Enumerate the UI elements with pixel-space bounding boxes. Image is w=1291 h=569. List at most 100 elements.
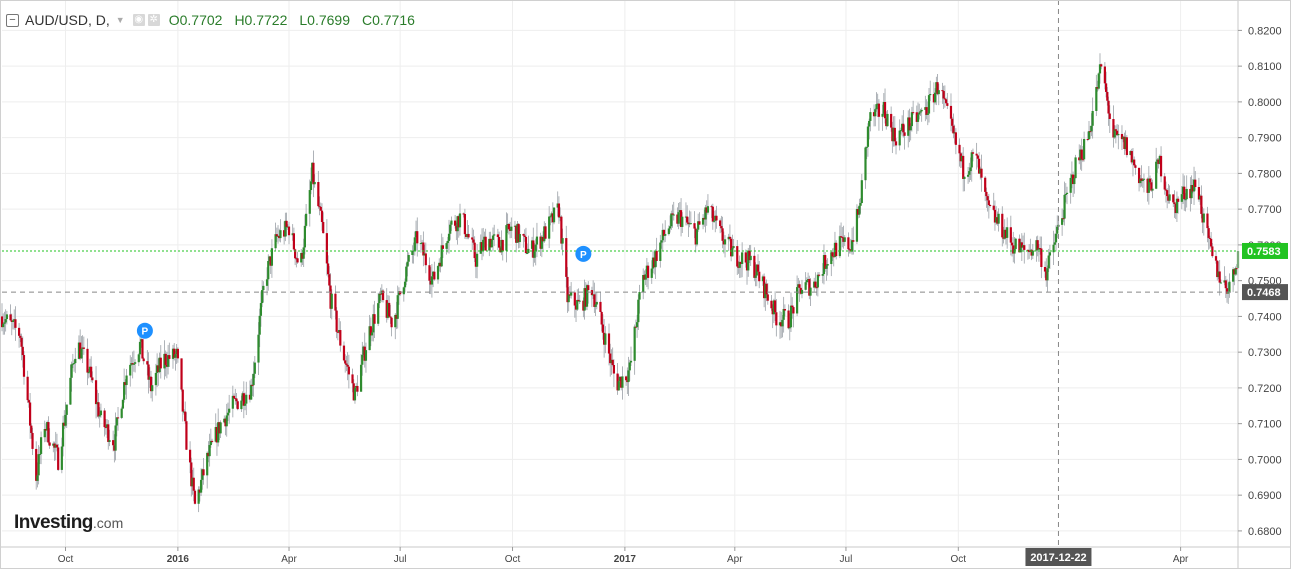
- collapse-icon[interactable]: −: [6, 13, 19, 27]
- candle-up: [241, 393, 244, 401]
- note-markers[interactable]: PP: [136, 245, 592, 339]
- candle-down: [1133, 159, 1136, 166]
- candle-up: [308, 190, 311, 214]
- candle-up: [175, 348, 178, 355]
- candle-up: [11, 320, 15, 322]
- candle-down: [693, 223, 696, 229]
- low-value: L0.7699: [299, 12, 350, 28]
- candle-up: [231, 395, 234, 409]
- candle-up: [876, 103, 879, 105]
- candle-up: [1217, 271, 1220, 278]
- candle-up: [629, 360, 633, 363]
- candle-down: [1197, 187, 1201, 200]
- candle-down: [799, 287, 802, 294]
- candle-up: [87, 372, 90, 374]
- candle-up: [311, 162, 314, 182]
- candle-up: [330, 293, 333, 309]
- candle-down: [1072, 174, 1075, 185]
- candle-down: [584, 288, 587, 307]
- candle-down: [1177, 198, 1180, 202]
- candle-up: [72, 363, 76, 365]
- candle-up: [1181, 186, 1185, 195]
- candle-down: [342, 345, 346, 361]
- note-marker-label: P: [580, 250, 587, 261]
- candle-down: [1159, 155, 1163, 177]
- chevron-down-icon[interactable]: ▼: [115, 15, 125, 25]
- candle-up: [1141, 179, 1144, 182]
- candle-up: [223, 418, 226, 423]
- candle-up: [132, 363, 136, 365]
- candle-up: [114, 425, 117, 451]
- candle-up: [651, 257, 655, 269]
- candle-down: [1004, 229, 1008, 238]
- candle-up: [1053, 242, 1056, 245]
- candle-up: [396, 295, 399, 319]
- candle-up: [423, 253, 426, 256]
- candle-up: [1151, 188, 1154, 191]
- candle-down: [31, 432, 34, 449]
- candle-up: [1014, 238, 1017, 249]
- candle-up: [1035, 240, 1038, 251]
- candle-down: [433, 271, 436, 280]
- candle-down: [467, 233, 470, 238]
- candle-down: [480, 242, 484, 251]
- candle-up: [261, 290, 264, 304]
- candle-down: [894, 141, 898, 146]
- candle-up: [500, 239, 503, 253]
- gear-icon[interactable]: ✲: [147, 14, 160, 26]
- candle-down: [655, 250, 658, 261]
- candle-up: [201, 469, 204, 480]
- candle-down: [346, 364, 349, 367]
- candle-up: [660, 240, 663, 243]
- grid-lines: [2, 0, 1238, 547]
- note-marker[interactable]: P: [575, 245, 592, 262]
- candle-down: [987, 200, 990, 205]
- candle-up: [859, 203, 862, 206]
- candle-up: [403, 281, 407, 288]
- candle-down: [363, 346, 366, 361]
- crosshair-price-badge-bg: [1242, 284, 1288, 301]
- candle-down: [607, 333, 611, 354]
- candle-up: [411, 251, 414, 255]
- candle-down: [181, 389, 184, 412]
- candle-down: [857, 209, 860, 215]
- candle-down: [737, 266, 740, 268]
- candle-down: [389, 316, 392, 318]
- candle-down: [328, 274, 331, 286]
- candle-down: [508, 229, 512, 231]
- y-tick-label: 0.7000: [1248, 454, 1282, 466]
- eye-icon[interactable]: ◉: [132, 14, 145, 26]
- candle-up: [13, 319, 16, 321]
- candle-up: [1232, 269, 1235, 282]
- candle-up: [1054, 233, 1058, 243]
- candle-up: [979, 168, 982, 174]
- candle-down: [1130, 151, 1133, 163]
- candle-up: [813, 281, 816, 288]
- candle-down: [1114, 129, 1117, 131]
- close-value: C0.7716: [361, 12, 415, 28]
- candle-down: [104, 427, 107, 429]
- candle-up: [445, 243, 448, 249]
- note-marker[interactable]: P: [136, 322, 153, 339]
- candle-up: [120, 408, 123, 418]
- candle-up: [432, 271, 435, 277]
- candle-down: [1028, 251, 1031, 253]
- note-marker-circle: [575, 245, 592, 262]
- symbol-label[interactable]: AUD/USD, D,: [25, 12, 110, 28]
- y-tick-label: 0.7800: [1248, 168, 1282, 180]
- candle-down: [1157, 159, 1160, 164]
- y-tick-label: 0.8000: [1248, 97, 1282, 109]
- candle-up: [635, 322, 639, 328]
- candle-down: [1148, 178, 1152, 183]
- candle-down: [1137, 167, 1141, 184]
- candle-up: [1199, 195, 1202, 200]
- candle-down: [47, 422, 50, 443]
- candle-down: [1001, 213, 1004, 238]
- candle-up: [1031, 250, 1034, 256]
- candle-down: [356, 385, 359, 392]
- candle-down: [988, 204, 992, 206]
- candle-up: [795, 287, 799, 314]
- candle-down: [113, 445, 116, 451]
- candle-up: [937, 90, 940, 95]
